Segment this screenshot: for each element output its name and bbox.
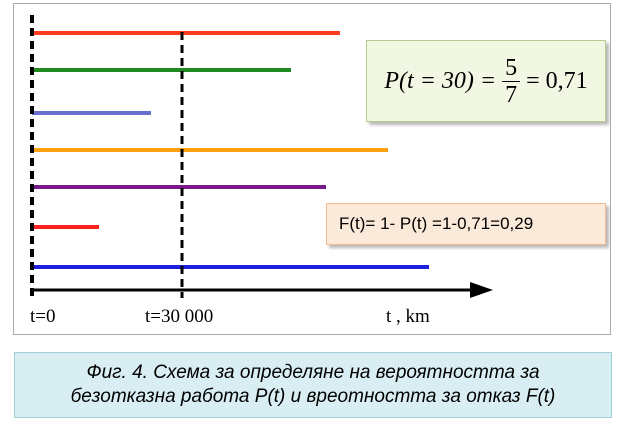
axis-label-t30: t=30 000	[145, 306, 214, 327]
formula-denominator: 7	[505, 81, 518, 108]
failure-formula-box: F(t)= 1- P(t) =1-0,71=0,29	[326, 203, 606, 245]
time-axis-arrowhead	[470, 282, 493, 298]
caption-line-2: безотказна работа P(t) и вреотността за …	[70, 386, 556, 407]
formula-numerator: 5	[502, 55, 521, 82]
formula-lhs: P(t = 30) =	[384, 67, 497, 94]
axis-label-unit: t , km	[386, 306, 430, 327]
figure-caption: Фиг. 4. Схема за определяне на вероятнос…	[14, 352, 612, 418]
probability-formula-box: P(t = 30) = 5 7 = 0,71	[366, 40, 606, 122]
axis-label-t0: t=0	[30, 306, 56, 327]
caption-line-1: Фиг. 4. Схема за определяне на вероятнос…	[86, 362, 540, 383]
failure-formula-text: F(t)= 1- P(t) =1-0,71=0,29	[339, 214, 534, 233]
formula-fraction: 5 7	[502, 55, 521, 108]
formula-rhs: = 0,71	[526, 67, 588, 94]
